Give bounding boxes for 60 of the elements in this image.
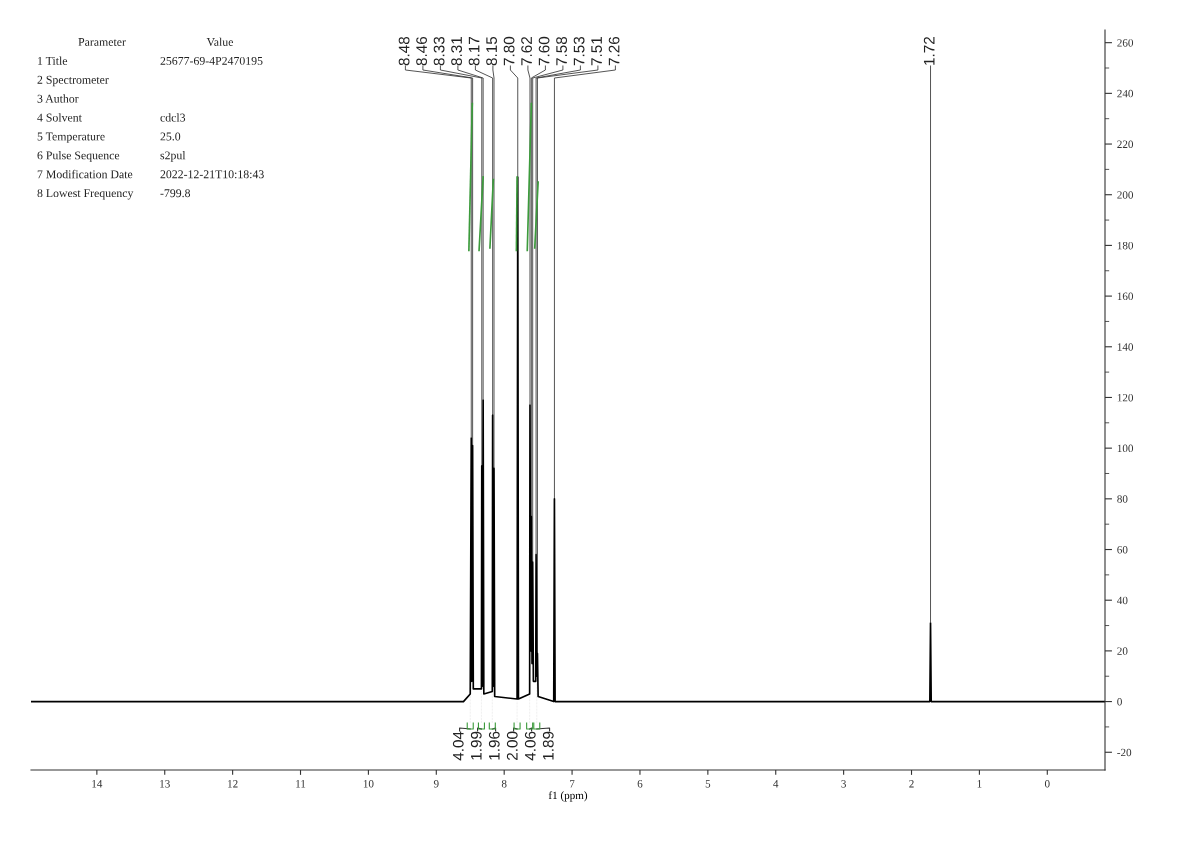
- annotation: 2 Spectrometer: [37, 75, 109, 87]
- annotation: 8.17: [468, 37, 480, 66]
- text: 6 Pulse Sequence s2pul: [37, 151, 186, 162]
- x-axis-title: f1 (ppm): [548, 791, 588, 802]
- y-tick-label: -20: [1117, 748, 1132, 757]
- x-tick-label: 9: [433, 780, 439, 788]
- annotation: 1.72: [923, 37, 935, 65]
- x-tick-label: 3: [841, 780, 846, 788]
- annotation: 4.06: [524, 731, 536, 761]
- y-tick-label: 260: [1117, 39, 1134, 47]
- y-tick-label: 200: [1117, 191, 1134, 199]
- annotation: 8.48: [398, 36, 410, 66]
- annotation: 8.15: [486, 36, 497, 66]
- annotation: 4.04: [452, 731, 464, 761]
- x-tick-label: 7: [570, 780, 575, 788]
- x-tick-label: 8: [501, 780, 507, 788]
- annotation: 1.96: [488, 731, 500, 760]
- y-tick-label: 120: [1117, 393, 1134, 402]
- x-tick-label: 11: [296, 780, 306, 788]
- x-tick-label: 12: [228, 780, 238, 788]
- annotation: 8.31: [451, 37, 462, 66]
- annotation: 8.46: [416, 36, 427, 66]
- annotation: 8.33: [433, 36, 445, 66]
- text: 4 Solvent cdcl3: [37, 113, 186, 122]
- y-tick-label: 20: [1117, 647, 1128, 655]
- x-tick-label: 5: [705, 780, 711, 788]
- annotation: 7.80: [503, 36, 515, 66]
- text: 8 Lowest Frequency -799.8: [37, 189, 191, 200]
- annotation: 1.99: [470, 731, 482, 760]
- annotation: 3 Author: [37, 94, 79, 103]
- text: 7 Modification Date 2022-12-21T10:18:43: [37, 169, 264, 179]
- text: 5 Temperature 25.0: [37, 132, 181, 143]
- annotation: 7.26: [608, 36, 620, 66]
- x-tick-label: 6: [637, 780, 643, 788]
- annotation: 7.58: [556, 36, 567, 66]
- y-tick-label: 60: [1117, 545, 1128, 554]
- annotation: 1.89: [542, 731, 554, 760]
- annotation: 7.51: [591, 37, 602, 66]
- annotation: 7.60: [538, 36, 550, 66]
- y-tick-label: 40: [1117, 596, 1128, 605]
- y-tick-label: 0: [1117, 698, 1122, 706]
- y-tick-label: 80: [1117, 495, 1128, 503]
- x-tick-label: 13: [160, 780, 170, 788]
- y-tick-label: 240: [1117, 89, 1134, 98]
- annotation: 7.62: [521, 37, 532, 66]
- y-tick-label: 180: [1117, 241, 1134, 250]
- x-tick-label: 1: [977, 780, 982, 788]
- y-tick-label: 160: [1117, 292, 1134, 301]
- text: 1 Title 25677-69-4P2470195: [38, 56, 263, 65]
- annotation: 2.00: [506, 731, 518, 760]
- x-tick-label: 14: [92, 780, 103, 788]
- y-tick-label: 140: [1117, 343, 1134, 351]
- annotation: 7.53: [573, 36, 585, 66]
- x-tick-label: 10: [363, 780, 374, 788]
- text: Parameter Value: [78, 37, 234, 47]
- x-tick-label: 2: [909, 780, 914, 788]
- x-tick-label: 4: [773, 780, 779, 788]
- x-tick-label: 0: [1044, 780, 1050, 788]
- y-tick-label: 100: [1117, 444, 1134, 453]
- y-tick-label: 220: [1117, 140, 1134, 149]
